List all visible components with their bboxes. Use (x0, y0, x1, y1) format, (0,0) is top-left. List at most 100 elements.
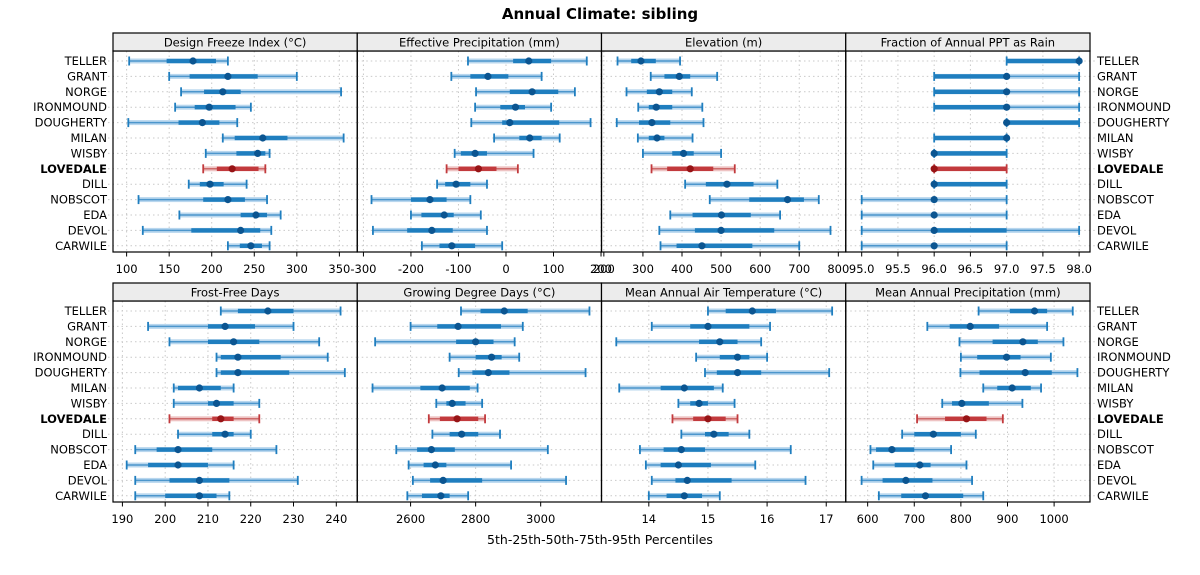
iqr-bar (934, 228, 1007, 233)
percentile-row-dougherty (959, 368, 1079, 378)
median-dot (528, 88, 536, 96)
median-dot (484, 369, 492, 377)
percentile-row-lovedale (168, 414, 261, 424)
axis-tick-label: 3000 (526, 512, 555, 526)
panel-mean-annual-precipitation-mm-: Mean Annual Precipitation (mm) 600 700 800 9… (845, 282, 1095, 526)
median-dot (195, 492, 204, 500)
percentile-row-dougherty (1003, 118, 1081, 128)
iqr-bar (949, 324, 1000, 329)
median-dot (637, 57, 645, 65)
percentile-row-wisby (930, 148, 1008, 158)
percentile-row-eda (872, 460, 968, 470)
axis-tick-label: 300 (286, 262, 308, 276)
iqr-bar (220, 370, 290, 375)
panel-strip (845, 32, 1091, 52)
axis-tick-label: 700 (788, 262, 810, 276)
iqr-bar (236, 151, 266, 156)
iqr-bar (220, 355, 281, 360)
percentile-row-ironmound (174, 102, 252, 112)
panel-strip-title: Mean Annual Air Temperature (°C) (625, 286, 822, 300)
iqr-bar (901, 493, 964, 498)
iqr-bar (165, 493, 217, 498)
percentile-row-norge (958, 337, 1065, 347)
axis-tick-label: 230 (283, 512, 305, 526)
iqr-bar (216, 166, 259, 171)
iqr-bar (437, 324, 502, 329)
panel-strip-title: Design Freeze Index (°C) (164, 36, 307, 50)
percentile-row-carwile (647, 491, 721, 501)
median-dot (427, 446, 436, 454)
axis-tick-label: 14 (641, 512, 656, 526)
median-dot (437, 492, 445, 500)
median-dot (438, 384, 446, 392)
site-label-left: NOBSCOT (50, 193, 108, 207)
percentile-row-dill (431, 429, 501, 439)
median-dot (474, 165, 483, 173)
site-label-right: TELLER (1096, 304, 1139, 318)
percentile-row-devol (860, 475, 973, 485)
percentile-row-milan (636, 133, 694, 143)
median-dot (1030, 307, 1039, 315)
percentile-row-grant (450, 71, 543, 81)
percentile-row-eda (860, 210, 1008, 220)
percentile-row-eda (669, 210, 781, 220)
axis-tick-label: 350 (328, 262, 350, 276)
iqr-bar (914, 432, 961, 437)
panel-border (600, 50, 847, 253)
axis-tick-label: -100 (445, 262, 471, 276)
site-label-right: MILAN (1097, 381, 1133, 395)
percentile-row-wisby (642, 148, 722, 158)
median-dot (228, 165, 236, 173)
iqr-bar (1006, 120, 1080, 125)
median-dot (716, 338, 724, 346)
panel-strip-title: Mean Annual Precipitation (mm) (875, 286, 1061, 300)
median-dot (195, 476, 204, 484)
panel-frost-free-days: Frost-Free Days 190 200 210 220 230 240 (108, 282, 358, 526)
percentile-row-grant (409, 321, 524, 331)
median-dot (426, 196, 434, 204)
axis-tick-label: 100 (543, 262, 565, 276)
median-dot (472, 338, 480, 346)
percentile-row-carwile (134, 491, 231, 501)
axis-tick-label: 400 (671, 262, 693, 276)
iqr-bar (676, 243, 753, 248)
axis-tick-label: 220 (240, 512, 262, 526)
percentile-row-milan (172, 383, 235, 393)
panel-strip-title: Fraction of Annual PPT as Rain (881, 36, 1055, 50)
median-dot (439, 476, 447, 484)
axis-tick-label: 800 (950, 512, 972, 526)
median-dot (653, 134, 661, 142)
percentile-row-dill (684, 179, 779, 189)
percentile-row-nobscot (137, 195, 268, 205)
axis-tick-label: 200 (201, 262, 223, 276)
median-dot (1008, 384, 1016, 392)
percentile-row-dougherty (457, 368, 587, 378)
site-label-left: GRANT (67, 319, 108, 333)
site-label-right: LOVEDALE (1097, 412, 1164, 426)
median-dot (448, 242, 456, 250)
percentile-row-carwile (860, 241, 1008, 251)
median-dot (748, 307, 756, 315)
panel-design-freeze-index-c-: Design Freeze Index (°C) 100 150 200 250 300 3… (108, 32, 358, 276)
axis-tick-label: 200 (590, 262, 612, 276)
site-label-right: WISBY (1097, 146, 1134, 160)
iqr-bar (934, 89, 1007, 94)
percentile-row-ironmound (448, 352, 521, 362)
percentile-row-teller (1005, 56, 1083, 66)
site-label-right: DOUGHERTY (1097, 116, 1170, 130)
percentile-row-devol (650, 475, 807, 485)
site-label-left: CARWILE (55, 239, 107, 253)
percentile-row-teller (616, 56, 681, 66)
median-dot (212, 399, 221, 407)
median-dot (174, 461, 182, 469)
median-dot (189, 57, 197, 65)
percentile-row-dougherty (127, 118, 239, 128)
iqr-bar (979, 370, 1052, 375)
median-dot (198, 119, 206, 127)
median-dot (221, 322, 229, 330)
percentile-row-eda (644, 460, 757, 470)
percentile-row-milan (371, 383, 479, 393)
site-label-left: DOUGHERTY (35, 366, 108, 380)
iqr-bar (421, 493, 450, 498)
median-dot (648, 119, 656, 127)
